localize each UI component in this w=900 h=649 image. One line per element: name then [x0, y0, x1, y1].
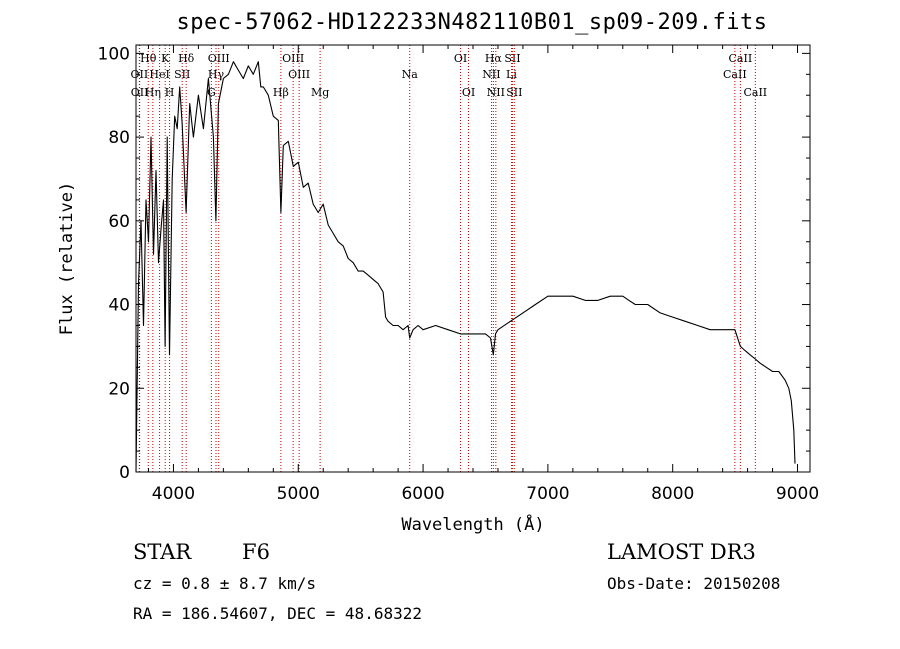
spectral-line-label: SII — [504, 52, 520, 65]
spectral-line-label: OII — [131, 86, 149, 99]
spectral-line-label: SII — [506, 86, 522, 99]
cz-value: cz = 0.8 ± 8.7 km/s — [133, 574, 317, 593]
spectral-line-label: CaII — [729, 52, 753, 65]
spectral-line-label: HeI — [149, 68, 169, 81]
spectral-line-label: Mg — [311, 86, 329, 99]
spectral-line-label: CaII — [723, 68, 747, 81]
plot-frame — [135, 44, 811, 473]
spectral-line-label: CaII — [743, 86, 767, 99]
spectral-line-label: OIII — [208, 52, 230, 65]
spectral-line-label: NII — [487, 86, 505, 99]
x-tick-label: 8000 — [651, 484, 694, 504]
spectral-line-label: OI — [454, 52, 467, 65]
subclass: F6 — [242, 540, 270, 564]
x-tick-label: 7000 — [526, 484, 569, 504]
chart-title: spec-57062-HD122233N482110B01_sp09-209.f… — [176, 10, 768, 35]
x-tick-label: 4000 — [152, 484, 195, 504]
spectral-line-label: Na — [402, 68, 419, 81]
spectral-line-label: Hδ — [178, 52, 195, 65]
y-tick-label: 60 — [108, 212, 130, 232]
spectral-line-label: Hγ — [208, 68, 225, 81]
spectral-line-label: OI — [462, 86, 475, 99]
spectral-line-label: Hβ — [273, 86, 289, 99]
spectral-line-label: H — [165, 86, 175, 99]
spectral-line-label: Hη — [145, 86, 161, 99]
object-class: STAR — [133, 540, 192, 564]
obs-date: Obs-Date: 20150208 — [607, 574, 781, 593]
x-tick-label: 9000 — [776, 484, 819, 504]
spectral-line-label: Hθ — [140, 52, 157, 65]
x-axis-label: Wavelength (Å) — [401, 513, 544, 535]
x-tick-label: 5000 — [277, 484, 320, 504]
spectral-line-label: Li — [506, 68, 517, 81]
y-tick-label: 20 — [108, 379, 130, 399]
survey-label: LAMOST DR3 — [607, 540, 756, 564]
y-tick-label: 40 — [108, 296, 130, 316]
spectral-line-label: G — [207, 86, 216, 99]
y-tick-label: 80 — [108, 128, 130, 148]
coordinates: RA = 186.54607, DEC = 48.68322 — [133, 604, 422, 623]
x-tick-label: 6000 — [401, 484, 444, 504]
y-tick-label: 0 — [119, 463, 130, 483]
spectral-line-label: SII — [174, 68, 190, 81]
spectral-line-label: OIII — [288, 68, 310, 81]
spectral-line-label: OIII — [282, 52, 304, 65]
y-tick-label: 100 — [98, 44, 130, 64]
y-axis-label: Flux (relative) — [57, 182, 77, 336]
spectral-line-label: Hα — [485, 52, 503, 65]
spectral-line-label: NII — [482, 68, 500, 81]
spectral-line-label: K — [161, 52, 170, 65]
flux-series-line — [135, 61, 796, 473]
